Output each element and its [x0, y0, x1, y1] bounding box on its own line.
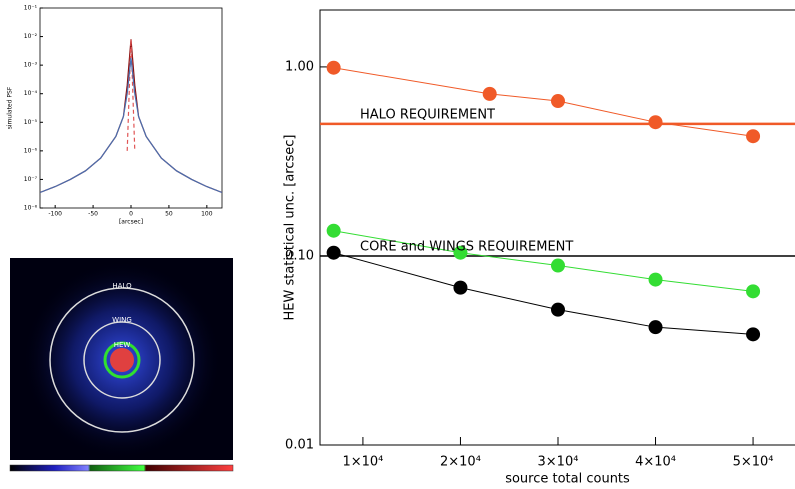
y-tick-label: 10⁻¹ — [24, 5, 38, 12]
data-point — [746, 284, 760, 298]
y-tick-label: 10⁻⁵ — [24, 119, 38, 126]
series-line — [334, 68, 753, 136]
data-point — [327, 224, 341, 238]
plot-area — [320, 61, 795, 342]
x-tick-label: 50 — [165, 211, 173, 218]
data-point — [453, 281, 467, 295]
image-panel: HALO WING HEW — [10, 258, 233, 471]
x-tick-label: -100 — [48, 211, 62, 218]
reference-label: HALO REQUIREMENT — [360, 107, 495, 122]
series-line — [40, 58, 222, 193]
halo-label: HALO — [112, 282, 132, 290]
y-tick-label: 10⁻² — [24, 33, 38, 40]
wing-label: WING — [112, 316, 132, 324]
data-point — [327, 61, 341, 75]
reference-label: CORE and WINGS REQUIREMENT — [360, 239, 573, 254]
data-point — [746, 129, 760, 143]
y-tick-label: 1.00 — [285, 59, 314, 74]
data-point — [746, 327, 760, 341]
series-line — [334, 253, 753, 335]
x-tick-label: 2×10⁴ — [440, 455, 481, 470]
data-point — [327, 246, 341, 260]
y-axis-label: HEW statistical unc. [arcsec] — [283, 135, 298, 321]
data-point — [551, 259, 565, 273]
x-tick-label: 3×10⁴ — [538, 455, 579, 470]
y-tick-label: 10⁻⁸ — [24, 205, 38, 212]
core — [110, 348, 134, 372]
data-point — [483, 87, 497, 101]
colorbar — [10, 465, 233, 471]
x-tick-label: 4×10⁴ — [635, 455, 676, 470]
x-axis-label: [arcsec] — [119, 219, 143, 226]
x-tick-label: 0 — [129, 211, 133, 218]
hew-label: HEW — [114, 341, 131, 349]
y-tick-label: 10⁻³ — [24, 62, 38, 69]
axis-frame — [320, 10, 795, 445]
axis-frame — [40, 8, 222, 208]
series-line — [127, 39, 135, 151]
x-tick-label: 100 — [201, 211, 213, 218]
data-point — [649, 320, 663, 334]
y-tick-label: 0.01 — [285, 438, 314, 453]
y-tick-label: 10⁻⁴ — [24, 90, 38, 97]
data-point — [551, 94, 565, 108]
data-point — [649, 115, 663, 129]
page: {"chart_data": [ {"type": "line", "xlabe… — [0, 0, 795, 489]
x-axis-label: source total counts — [505, 472, 630, 487]
y-tick-label: 10⁻⁷ — [24, 176, 38, 183]
plot-area — [40, 39, 222, 192]
x-tick-label: 5×10⁴ — [733, 455, 774, 470]
y-tick-label: 10⁻⁶ — [24, 147, 38, 154]
figure: HALO WING HEW -100 -50 0 50 100 10⁻⁸ 10⁻⁷ 10⁻⁶ 1… — [0, 0, 795, 489]
data-point — [649, 273, 663, 287]
x-tick-label: 1×10⁴ — [342, 455, 383, 470]
y-axis-label: simulated PSF — [7, 86, 14, 129]
x-tick-label: -50 — [88, 211, 98, 218]
data-point — [551, 303, 565, 317]
